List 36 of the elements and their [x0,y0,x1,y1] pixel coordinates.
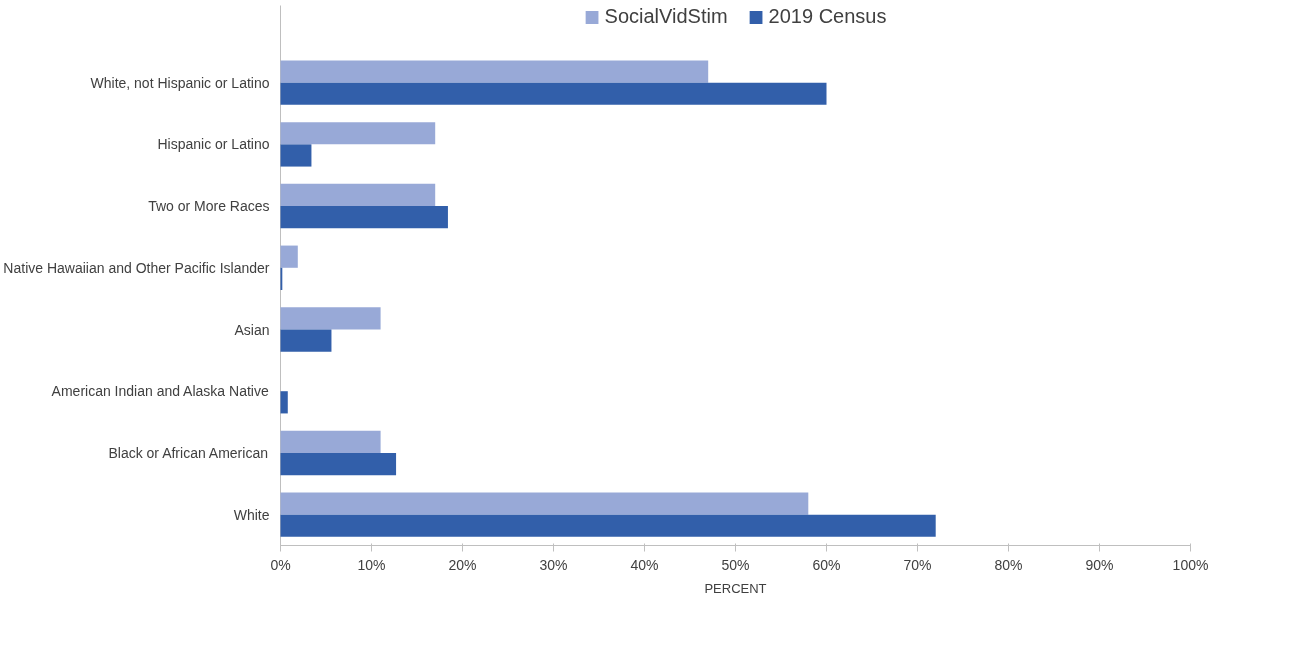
y-tick-label: American Indian and Alaska Native [51,383,269,400]
bar [280,60,709,83]
legend-label: 2019 Census [768,5,887,28]
bar [280,206,448,229]
x-tick-label: 20% [448,556,477,573]
x-tick-label: 50% [721,556,750,573]
x-tick-label: 40% [630,556,659,573]
bar [280,144,312,167]
bar [280,329,332,352]
bar [280,452,397,476]
x-tick-label: 0% [270,556,291,573]
bar [280,183,436,207]
bar [280,122,436,145]
bar [280,514,936,537]
bar [280,82,827,105]
y-tick-label: Hispanic or Latino [157,136,270,153]
y-tick-label: Asian [234,321,270,338]
bar [280,430,381,453]
bar [280,245,298,268]
x-tick-label: 70% [903,556,932,573]
x-tick-label: 30% [539,556,568,573]
x-tick-label: 80% [994,556,1023,573]
x-tick-label: 10% [357,556,386,573]
bar [280,391,288,414]
x-tick-label: 100% [1172,556,1209,573]
bar [280,492,809,515]
y-tick-label: White [233,506,270,523]
y-tick-label: Two or More Races [148,198,270,215]
y-tick-label: White, not Hispanic or Latino [90,74,270,91]
y-tick-label: Black or African American [108,444,268,461]
bar [280,307,381,330]
y-tick-label: Native Hawaiian and Other Pacific Islander [3,259,270,276]
x-tick-label: 60% [812,556,841,573]
x-axis-title: PERCENT [704,580,767,596]
legend-label: SocialVidStim [604,5,728,28]
x-tick-label: 90% [1085,556,1114,573]
